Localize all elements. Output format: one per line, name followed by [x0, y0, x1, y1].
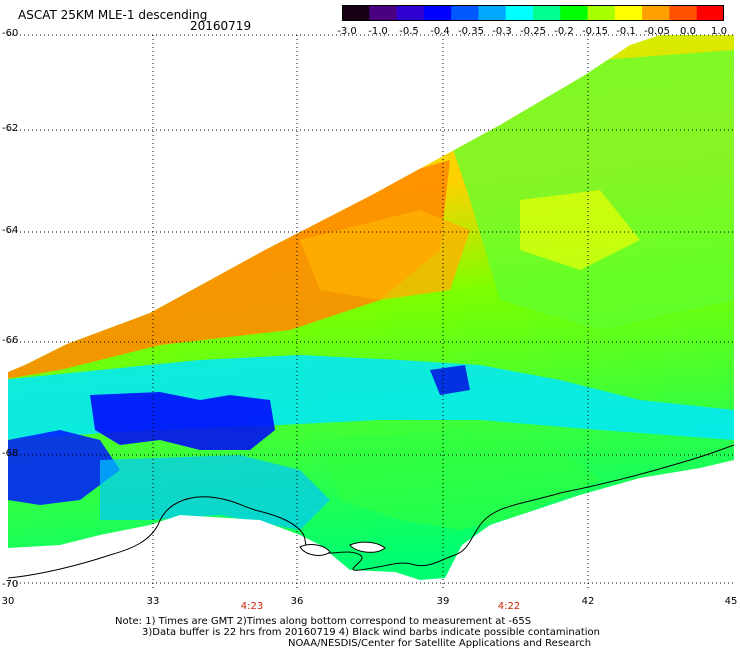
footnote-line: Note: 1) Times are GMT 2)Times along bot… [115, 616, 532, 627]
lat-label: -66 [2, 335, 19, 346]
colorbar-tick-label: 1.0 [711, 26, 727, 37]
footnote-credit: NOAA/NESDIS/Center for Satellite Applica… [288, 638, 592, 649]
colorbar-swatch [560, 5, 589, 21]
pass-time-label: 4:22 [497, 601, 521, 612]
lon-label: 30 [1, 596, 15, 607]
colorbar-swatch [533, 5, 561, 21]
colorbar-tick-label: -0.1 [616, 26, 636, 37]
colorbar-swatch [423, 5, 452, 21]
footnotes: Note: 1) Times are GMT 2)Times along bot… [115, 616, 715, 649]
colorbar-swatch [642, 5, 670, 21]
colorbar-tick-label: -0.5 [399, 26, 419, 37]
lon-label: 42 [581, 596, 595, 607]
lon-label: 39 [436, 596, 450, 607]
colorbar-swatch [478, 5, 507, 21]
colorbar-tick-label: 0.0 [680, 26, 696, 37]
colorbar-tick-label: -1.0 [368, 26, 388, 37]
colorbar-tick-label: -0.2 [554, 26, 574, 37]
colorbar-swatch [505, 5, 534, 21]
product-date: 20160719 [190, 19, 252, 33]
colorbar-tick-label: -0.05 [644, 26, 670, 37]
footnote-line: 3)Data buffer is 22 hrs from 20160719 4)… [142, 627, 600, 638]
colorbar-swatch [451, 5, 479, 21]
colorbar-tick-label: -3.0 [337, 26, 357, 37]
lat-label: -64 [2, 225, 19, 236]
lat-label: -68 [2, 448, 19, 459]
lon-label: 45 [724, 596, 738, 607]
colorbar-tick-label: -0.35 [458, 26, 484, 37]
colorbar-tick-label: -0.15 [582, 26, 608, 37]
lat-label: -60 [2, 28, 19, 39]
colorbar-swatch [587, 5, 616, 21]
colorbar [342, 5, 724, 21]
product-title: ASCAT 25KM MLE-1 descending [18, 8, 208, 22]
swath-data [8, 35, 734, 580]
colorbar-swatch [342, 5, 370, 21]
colorbar-tick-label: -0.3 [492, 26, 512, 37]
lon-label: 36 [290, 596, 304, 607]
lon-label: 33 [146, 596, 160, 607]
colorbar-swatch [669, 5, 698, 21]
lat-label: -70 [2, 579, 19, 590]
colorbar-swatch [369, 5, 398, 21]
lat-label: -62 [2, 123, 19, 134]
colorbar-swatch [396, 5, 425, 21]
colorbar-tick-label: -0.4 [430, 26, 450, 37]
colorbar-tick-label: -0.25 [520, 26, 546, 37]
pass-time-label: 4:23 [240, 601, 264, 612]
colorbar-swatch [614, 5, 643, 21]
graticule [8, 34, 734, 590]
colorbar-swatch [696, 5, 724, 21]
antarctic-coastline [7, 444, 735, 579]
